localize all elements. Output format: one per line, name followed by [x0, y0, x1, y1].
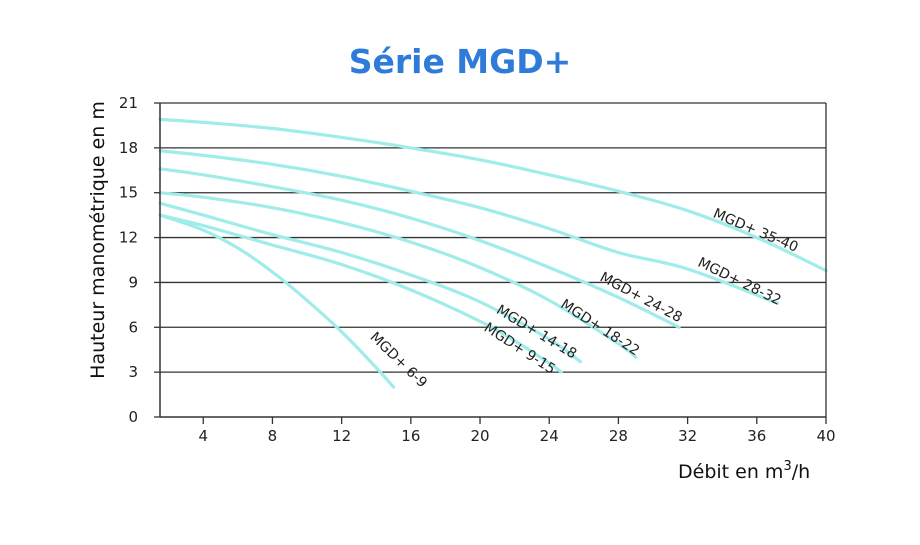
y-tick-label: 12	[119, 229, 138, 247]
series-line	[158, 167, 681, 329]
x-tick-label: 12	[332, 427, 351, 445]
y-tick-label: 18	[119, 139, 138, 157]
x-axis-title-main: Débit en m	[678, 461, 783, 483]
x-axis-title: Débit en m3/h	[678, 459, 810, 483]
series-label: MGD+ 24-28	[597, 269, 684, 326]
series-layer	[158, 117, 828, 389]
y-tick-label: 9	[128, 273, 138, 291]
series-line	[158, 117, 828, 273]
y-tick-label: 21	[119, 94, 138, 112]
x-axis-title-suffix: /h	[792, 461, 810, 483]
y-tick-label: 6	[128, 318, 138, 336]
x-tick-label: 8	[268, 427, 278, 445]
series-line	[158, 191, 638, 359]
chart-title: Série MGD+	[348, 42, 572, 81]
y-tick-label: 15	[119, 184, 138, 202]
y-tick-label: 0	[128, 408, 138, 426]
y-axis-title: Hauteur manométrique en m	[87, 101, 109, 379]
x-tick-label: 4	[198, 427, 208, 445]
x-tick-label: 40	[816, 427, 835, 445]
series-line	[158, 201, 582, 364]
x-tick-label: 28	[609, 427, 628, 445]
series-line	[158, 213, 563, 374]
series-line	[158, 149, 780, 305]
x-tick-label: 24	[540, 427, 559, 445]
series-label: MGD+ 6-9	[367, 329, 430, 391]
series-line	[158, 213, 396, 389]
series-label: MGD+ 28-32	[695, 255, 783, 309]
x-tick-label: 32	[678, 427, 697, 445]
x-tick-label: 20	[470, 427, 489, 445]
series-label: MGD+ 35-40	[711, 206, 801, 256]
x-axis-title-sup: 3	[783, 459, 791, 474]
x-tick-label: 16	[401, 427, 420, 445]
y-tick-label: 3	[128, 363, 138, 381]
x-tick-label: 36	[747, 427, 766, 445]
